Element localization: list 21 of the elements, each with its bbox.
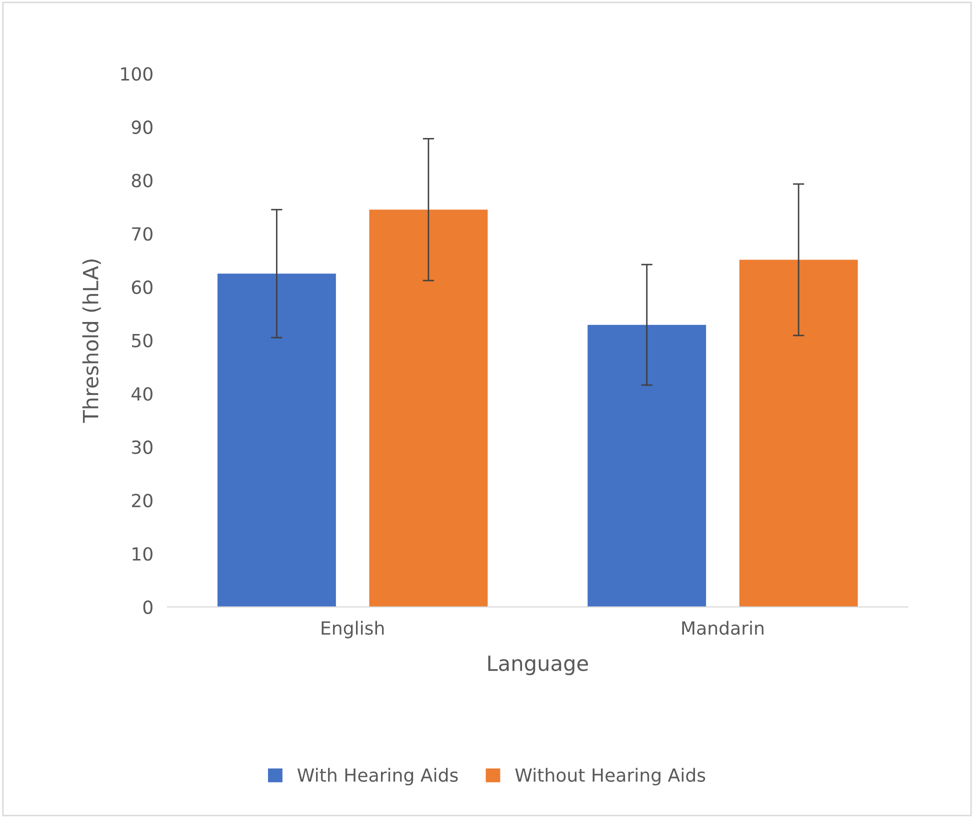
x-axis-title: Language (488, 656, 588, 676)
legend-label: Without Hearing Aids (515, 768, 706, 786)
y-tick-label: 10 (132, 547, 152, 561)
y-tick-label: 100 (121, 67, 152, 81)
legend-label: With Hearing Aids (297, 768, 458, 786)
y-tick-label: 90 (132, 120, 152, 134)
y-tick-label: 70 (132, 227, 152, 241)
bar (739, 260, 858, 607)
bar (369, 210, 488, 607)
y-tick-label: 60 (132, 280, 152, 294)
y-tick-label: 50 (132, 334, 152, 348)
y-tick-label: 30 (132, 440, 152, 454)
y-tick-label: 80 (132, 174, 152, 188)
x-tick-label: Mandarin (682, 620, 764, 635)
y-tick-label: 0 (143, 600, 152, 614)
x-tick-label: English (322, 620, 384, 638)
y-tick-label: 40 (132, 387, 152, 401)
bar (217, 274, 336, 607)
y-axis-title: Threshold (hLA) (82, 260, 101, 423)
bar (588, 324, 706, 607)
y-tick-label: 20 (132, 494, 152, 508)
